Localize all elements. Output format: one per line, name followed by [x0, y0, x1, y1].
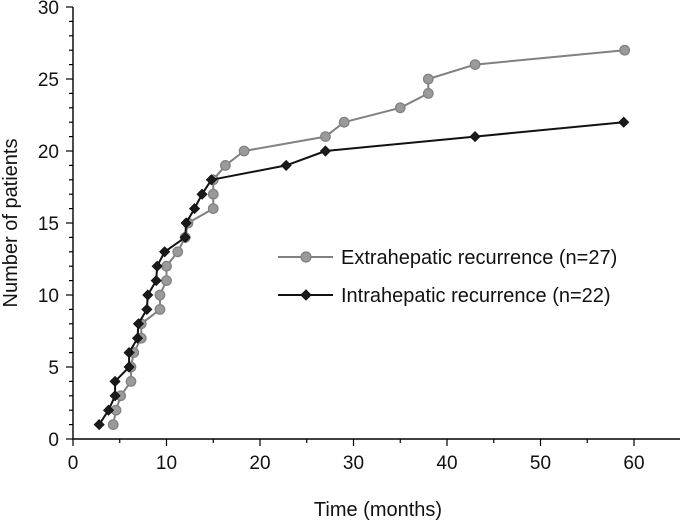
- y-tick-label: 25: [38, 70, 59, 91]
- data-point: [123, 361, 135, 373]
- data-point: [141, 303, 153, 315]
- x-axis-title: Time (months): [314, 499, 442, 521]
- data-point: [220, 159, 231, 171]
- y-tick-label: 30: [38, 0, 59, 19]
- legend-marker-extrahepatic: [300, 251, 312, 263]
- x-tick-label: 60: [623, 453, 644, 474]
- data-point: [123, 347, 135, 359]
- series-line: [98, 121, 624, 426]
- data-point: [150, 275, 162, 287]
- data-point: [238, 145, 250, 157]
- series-layer: [93, 44, 631, 431]
- y-tick-label: 5: [48, 358, 59, 379]
- data-point: [151, 260, 163, 272]
- data-point: [102, 404, 115, 416]
- data-point: [320, 131, 331, 143]
- data-point: [338, 116, 350, 128]
- x-tick-label: 10: [156, 453, 177, 474]
- y-tick-label: 0: [48, 430, 59, 451]
- y-axis-title: Number of patients: [0, 139, 22, 308]
- y-ticks: 0 5 10 15 20 25 30: [38, 0, 73, 451]
- data-point: [319, 145, 332, 157]
- y-tick-label: 10: [38, 286, 59, 307]
- data-point: [172, 246, 184, 258]
- x-tick-label: 30: [343, 453, 364, 474]
- data-point: [107, 419, 119, 431]
- data-point: [161, 275, 172, 287]
- data-point: [618, 116, 630, 128]
- data-point: [188, 203, 201, 215]
- data-point: [394, 102, 406, 114]
- data-point: [154, 289, 166, 301]
- data-point: [109, 375, 121, 387]
- data-point: [422, 73, 434, 85]
- data-point: [161, 260, 172, 272]
- legend: Extrahepatic recurrence (n=27) Intrahepa…: [278, 247, 617, 307]
- legend-label-intrahepatic: Intrahepatic recurrence (n=22): [341, 285, 611, 307]
- x-tick-label: 20: [249, 453, 270, 474]
- data-point: [154, 304, 166, 315]
- data-point: [159, 246, 171, 258]
- data-point: [469, 59, 481, 70]
- x-tick-label: 50: [530, 453, 551, 474]
- legend-entry-extrahepatic: Extrahepatic recurrence (n=27): [278, 247, 617, 269]
- data-point: [125, 376, 137, 387]
- series-intrahepatic: [93, 116, 630, 431]
- legend-marker-intrahepatic: [300, 289, 312, 301]
- x-ticks: 0 10 20 30 40 50 60: [68, 439, 645, 474]
- data-point: [131, 332, 144, 344]
- data-point: [619, 44, 631, 56]
- data-point: [207, 188, 219, 200]
- data-point: [205, 174, 217, 186]
- data-point: [93, 419, 105, 431]
- data-point: [179, 231, 191, 243]
- x-tick-label: 40: [436, 453, 457, 474]
- axes: [72, 7, 680, 440]
- y-tick-label: 15: [38, 214, 59, 235]
- data-point: [280, 159, 292, 171]
- x-tick-label: 0: [68, 453, 79, 474]
- data-point: [196, 188, 208, 200]
- y-tick-label: 20: [38, 142, 59, 163]
- data-point: [180, 217, 192, 229]
- data-point: [469, 131, 481, 143]
- data-point: [109, 390, 121, 402]
- legend-entry-intrahepatic: Intrahepatic recurrence (n=22): [278, 285, 611, 307]
- data-point: [132, 318, 145, 330]
- data-point: [207, 203, 219, 215]
- data-point: [142, 289, 154, 301]
- legend-label-extrahepatic: Extrahepatic recurrence (n=27): [341, 247, 617, 269]
- data-point: [422, 87, 434, 99]
